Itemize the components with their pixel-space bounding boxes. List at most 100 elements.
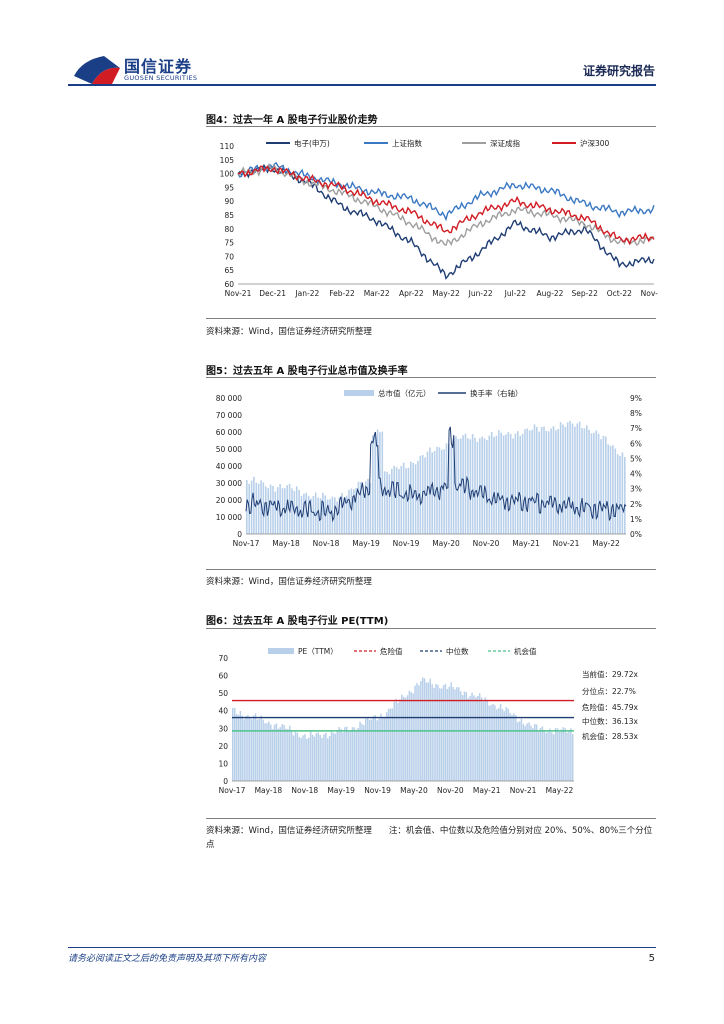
fig4-x-tick-label: Jul-22 — [504, 289, 527, 298]
fig6-x-tick-label: Nov-21 — [510, 786, 537, 795]
fig5-bar — [521, 433, 524, 534]
fig5-bar — [619, 455, 621, 534]
fig5-bar — [274, 491, 277, 534]
fig6-bar — [252, 715, 255, 781]
fig5-y2-tick-label: 1% — [630, 515, 642, 524]
fig5-bar — [376, 429, 379, 534]
fig6-legend-bar-swatch — [268, 648, 294, 654]
fig6-bar — [262, 719, 264, 781]
fig6-x-tick-label: Nov-17 — [219, 786, 246, 795]
fig6-bar — [237, 715, 240, 781]
fig5-bar — [471, 434, 474, 534]
fig5-bar — [559, 422, 562, 534]
fig5-bar — [310, 498, 312, 534]
fig5-bar — [260, 480, 262, 534]
fig5-bar — [467, 438, 469, 534]
fig5-bar — [578, 421, 581, 534]
fig5-bar — [391, 468, 393, 534]
fig5-bar — [426, 451, 429, 534]
fig5-x-tick-label: Nov-20 — [473, 539, 500, 548]
fig5-bar — [431, 452, 433, 534]
fig5-bar — [509, 434, 512, 534]
fig5-bar — [512, 438, 514, 534]
fig6-bar — [277, 728, 280, 781]
fig5-bar — [345, 495, 348, 534]
fig6-x-tick-label: May-20 — [400, 786, 428, 795]
fig6-bar — [551, 732, 553, 781]
fig5-y2-tick-label: 7% — [630, 424, 642, 433]
fig6-bar — [289, 725, 291, 781]
fig5-bar — [590, 433, 593, 534]
fig5-bar — [393, 465, 395, 534]
fig6-bar — [304, 734, 306, 781]
fig6-x-tick-label: May-19 — [327, 786, 355, 795]
page-number: 5 — [648, 953, 655, 964]
fig5-bar — [395, 467, 398, 534]
fig4-y-tick-label: 80 — [224, 225, 234, 234]
fig5-bar — [307, 495, 310, 534]
fig6-x-tick-label: May-22 — [546, 786, 574, 795]
fig6-bar — [570, 728, 572, 781]
fig4-x-tick-label: Dec-21 — [259, 289, 286, 298]
fig5-bar — [326, 499, 329, 534]
fig6-chart: PE（TTM） 危险值 中位数 机会值 0 10 20 30 40 50 60 70 Nov-17 May… — [218, 646, 638, 795]
fig6-bar — [258, 719, 261, 781]
fig6-bar — [270, 724, 272, 781]
fig5-turnover-line — [245, 426, 627, 523]
fig5-bar — [462, 435, 464, 534]
fig4-x-tick-label: Mar-22 — [364, 289, 390, 298]
fig6-bar — [372, 716, 375, 781]
fig4-chart: 60 65 70 75 80 85 90 95 100 105 110 Nov-21 Dec-21 Jan… — [220, 138, 658, 298]
fig6-bar — [541, 726, 544, 781]
fig5-bar — [360, 482, 362, 534]
fig6-bar — [440, 688, 443, 781]
fig4-series-line — [237, 165, 655, 246]
fig4-source: 资料来源：Wind，国信证券经济研究所整理 — [206, 327, 372, 337]
fig4-legend-label: 深证成指 — [490, 138, 520, 148]
fig6-bar — [323, 734, 325, 781]
fig6-bar — [349, 730, 352, 781]
fig6-bar — [537, 730, 540, 781]
fig4-y-tick-label: 60 — [224, 280, 234, 289]
brand-name-cn: 国信证券 — [124, 57, 193, 76]
fig4-x-tick-label: Nov-22 — [641, 289, 658, 298]
fig5-bar — [343, 497, 346, 534]
fig6-annotation: 中位数：36.13x — [582, 716, 638, 726]
fig6-bar — [543, 730, 545, 781]
fig5-bar — [350, 488, 353, 534]
fig4-y-tick-label: 70 — [224, 252, 234, 261]
fig5-bar — [317, 497, 319, 534]
fig5-bar — [469, 439, 472, 534]
fig5-bar — [507, 431, 510, 534]
fig6-bar — [534, 724, 536, 781]
fig4-x-tick-label: Jun-22 — [468, 289, 493, 298]
disclaimer: 请务必阅读正文之后的免责声明及其项下所有内容 — [68, 954, 267, 964]
fig5-bar — [438, 447, 441, 534]
fig4-y-tick-label: 110 — [220, 142, 235, 151]
fig6-bar — [547, 731, 549, 781]
fig6-bar — [518, 721, 521, 781]
fig5-bar — [414, 464, 417, 534]
fig5-bar — [524, 429, 526, 534]
fig5-bar — [322, 492, 324, 534]
fig6-bar — [560, 729, 563, 781]
fig5-bar — [566, 422, 569, 534]
fig6-bar — [298, 737, 300, 781]
fig5-bar — [588, 429, 590, 534]
fig6-bar — [302, 735, 304, 781]
fig5-bar — [372, 435, 374, 534]
fig6-source: 资料来源：Wind，国信证券经济研究所整理 — [206, 826, 372, 836]
fig4-top-rule — [206, 126, 656, 127]
fig6-bar — [446, 689, 449, 781]
fig5-x-tick-label: May-19 — [352, 539, 380, 548]
fig6-bar — [530, 725, 532, 781]
fig6-bar — [264, 723, 266, 781]
fig6-bar — [239, 711, 242, 781]
fig5-bar — [500, 432, 502, 534]
fig5-bar — [412, 463, 414, 534]
fig5-bar — [600, 439, 602, 534]
fig6-bar — [351, 727, 354, 781]
fig6-bar — [406, 695, 409, 781]
fig6-bar — [382, 717, 384, 781]
fig6-bar — [477, 696, 479, 781]
